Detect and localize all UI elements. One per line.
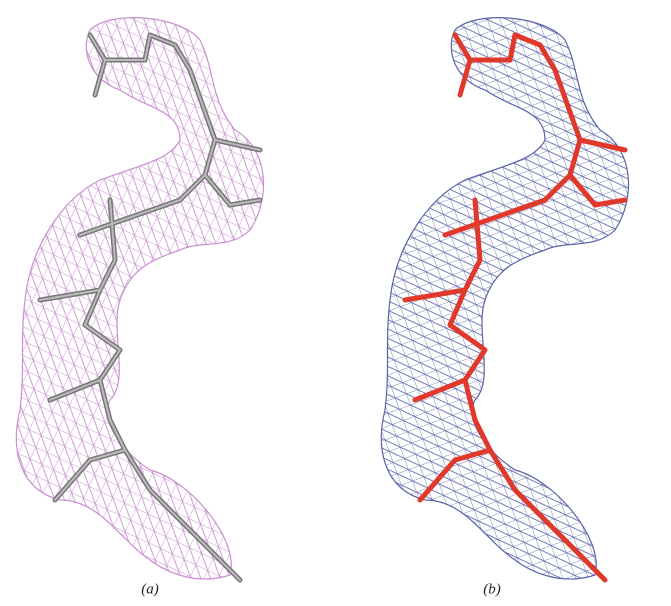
panel-a (16, 18, 263, 580)
panel-b (381, 18, 628, 580)
figure: (a) (b) (0, 0, 671, 606)
panel-label: (b) (483, 581, 501, 597)
panel-label: (a) (141, 581, 159, 597)
